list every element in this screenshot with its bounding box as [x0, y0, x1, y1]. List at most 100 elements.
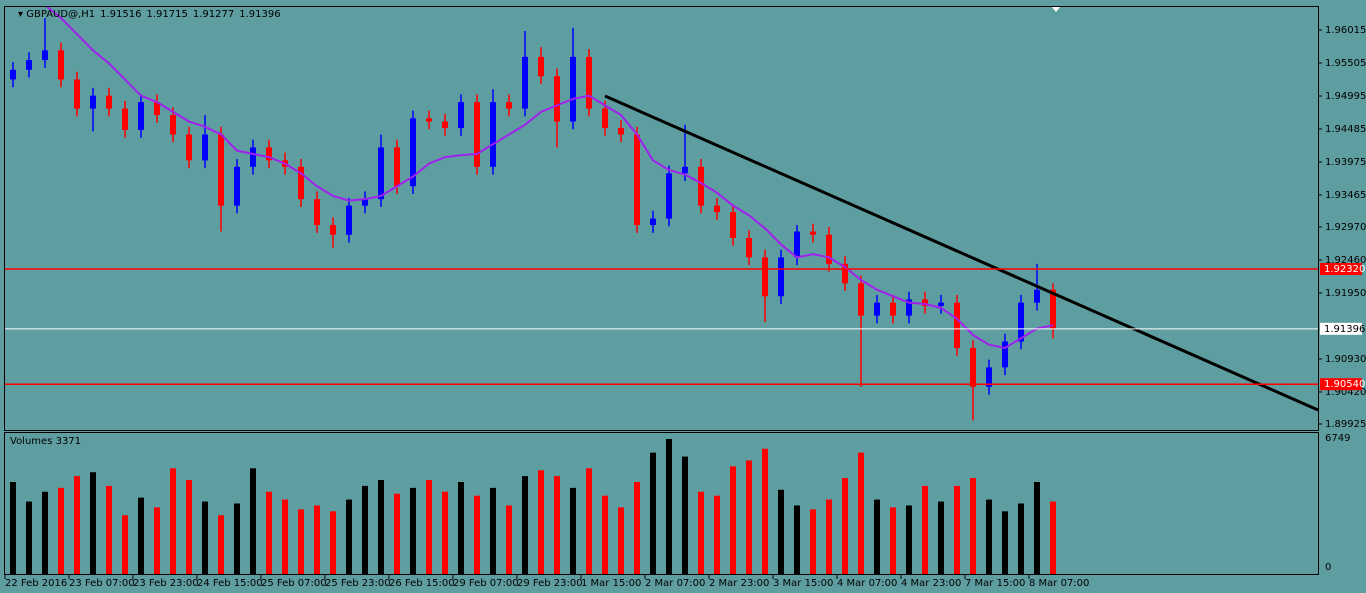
volume-bar — [378, 480, 384, 574]
x-tick-label: 8 Mar 07:00 — [1029, 578, 1089, 589]
main-panel — [4, 6, 1319, 431]
volume-bar — [154, 507, 160, 574]
candle-body — [138, 102, 144, 130]
candle-body — [618, 128, 624, 135]
candle-body — [986, 367, 992, 387]
volume-bar — [778, 489, 784, 574]
volume-bar — [522, 476, 528, 574]
y-tick-label: 1.92460 — [1325, 255, 1366, 266]
candle-body — [26, 60, 32, 70]
volume-bar — [842, 478, 848, 574]
candle-body — [602, 108, 608, 129]
volume-bar — [682, 456, 688, 574]
volume-bar — [106, 485, 112, 574]
candle-body — [74, 79, 80, 109]
volume-bar — [922, 485, 928, 574]
candle-body — [10, 69, 16, 80]
volume-bar — [906, 505, 912, 574]
candle-body — [938, 302, 944, 306]
volume-bar — [42, 491, 48, 574]
volume-bar — [794, 505, 800, 574]
candle-body — [778, 257, 784, 297]
candle-body — [234, 166, 240, 206]
volume-bar — [570, 487, 576, 574]
volume-bar — [314, 505, 320, 574]
candle-body — [90, 95, 96, 109]
ohlc: 1.91715 — [146, 9, 188, 20]
volume-bar — [602, 495, 608, 574]
candle-body — [650, 218, 656, 226]
candle-body — [826, 234, 832, 264]
candle-body — [490, 102, 496, 167]
volume-bar — [202, 501, 208, 574]
x-tick-label: 4 Mar 23:00 — [901, 578, 961, 589]
volume-bar — [138, 497, 144, 574]
x-tick-label: 22 Feb 2016 — [5, 578, 67, 589]
candle-body — [794, 231, 800, 258]
volume-bar — [1018, 503, 1024, 574]
volume-bar — [58, 487, 64, 574]
level-label: 1.92320 — [1324, 264, 1365, 275]
y-tick-label: 1.94485 — [1325, 124, 1366, 135]
shift-marker — [1052, 7, 1060, 12]
candle-body — [394, 147, 400, 187]
candle-body — [842, 263, 848, 284]
candle-body — [314, 199, 320, 226]
candle-body — [570, 56, 576, 122]
ohlc: 1.91516 — [100, 9, 142, 20]
volume-bar — [282, 499, 288, 574]
last-price-tag — [1320, 322, 1362, 335]
candle-body — [730, 212, 736, 238]
candle-body — [714, 205, 720, 213]
candle-body — [250, 147, 256, 167]
x-tick-label: 25 Feb 23:00 — [325, 578, 391, 589]
candle-body — [538, 56, 544, 77]
x-tick-label: 23 Feb 23:00 — [133, 578, 199, 589]
level-tag — [1320, 378, 1362, 391]
volume-bar — [954, 485, 960, 574]
x-tick-label: 29 Feb 23:00 — [517, 578, 583, 589]
y-tick-label: 1.90930 — [1325, 354, 1366, 365]
last-price-label: 1.91396 — [1324, 324, 1365, 335]
x-tick-label: 2 Mar 23:00 — [709, 578, 769, 589]
volume-bar — [234, 503, 240, 574]
x-tick-label: 2 Mar 07:00 — [645, 578, 705, 589]
x-tick-label: 24 Feb 15:00 — [197, 578, 263, 589]
trend-line — [604, 94, 1319, 412]
candle-body — [426, 118, 432, 122]
level-tag — [1320, 263, 1362, 276]
main-plot — [10, 7, 1056, 421]
chart-header: ▾ GBPAUD@,H1 1.91516 1.91715 1.91277 1.91396 — [18, 9, 281, 20]
y-tick-label: 1.93465 — [1325, 190, 1366, 201]
candle-body — [458, 102, 464, 129]
volume-bar — [858, 452, 864, 574]
candle-body — [122, 108, 128, 130]
volume-bar — [874, 499, 880, 574]
candle-body — [442, 121, 448, 129]
y-tick-label: 1.96015 — [1325, 25, 1366, 36]
x-tick-label: 29 Feb 07:00 — [453, 578, 519, 589]
y-tick-label: 1.89925 — [1325, 419, 1366, 430]
volume-bar — [826, 499, 832, 574]
candle-body — [1018, 302, 1024, 342]
candle-body — [346, 205, 352, 235]
y-tick-label: 1.94995 — [1325, 91, 1366, 102]
candle-body — [890, 302, 896, 316]
volume-bar — [698, 491, 704, 574]
volume-bar — [554, 476, 560, 574]
volume-title: Volumes 3371 — [10, 436, 81, 447]
moving-average — [45, 7, 1054, 350]
volume-bar — [986, 499, 992, 574]
candle-body — [186, 134, 192, 161]
volume-bar — [186, 480, 192, 574]
candle-body — [586, 56, 592, 109]
candle-body — [202, 134, 208, 161]
x-tick-label: 7 Mar 15:00 — [965, 578, 1025, 589]
volume-bar — [1034, 481, 1040, 574]
volume-bar — [170, 468, 176, 574]
volume-bar — [218, 515, 224, 574]
volume-bar — [362, 485, 368, 574]
volume-bar — [490, 487, 496, 574]
x-tick-label: 23 Feb 07:00 — [69, 578, 135, 589]
